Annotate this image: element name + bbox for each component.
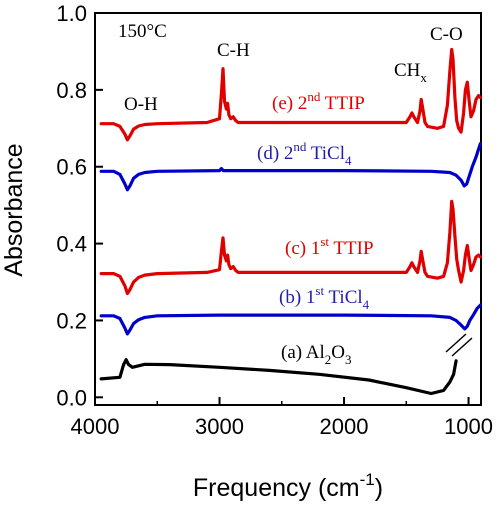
co-peak-label: C-O bbox=[430, 24, 463, 45]
series-label-d: (d) 2nd TiCl4 bbox=[257, 139, 352, 168]
x-tick-label: 3000 bbox=[195, 414, 244, 439]
x-tick-label: 2000 bbox=[320, 414, 369, 439]
x-axis-title: Frequency (cm-1) bbox=[193, 470, 383, 502]
x-tick-label: 1000 bbox=[444, 414, 493, 439]
oh-peak-label: O-H bbox=[124, 94, 158, 115]
temperature-label: 150°C bbox=[118, 21, 167, 42]
y-tick-label: 0.2 bbox=[56, 308, 87, 333]
series-label-c: (c) 1st TTIP bbox=[285, 234, 374, 259]
ch-peak-label: C-H bbox=[217, 40, 250, 61]
y-axis-title: Absorbance bbox=[0, 143, 28, 276]
chx-peak-label: CHx bbox=[394, 60, 427, 85]
x-tick-label: 4000 bbox=[71, 414, 120, 439]
series-line-d bbox=[99, 142, 482, 192]
axis-ticks: 0.0 0.2 0.4 0.6 0.8 1.0 4000 3000 2000 1000 bbox=[56, 1, 493, 439]
plot-frame bbox=[94, 12, 482, 406]
series-line-c bbox=[99, 199, 482, 296]
series-label-b: (b) 1st TiCl4 bbox=[279, 283, 370, 312]
series-line-b bbox=[99, 303, 482, 336]
series-label-e: (e) 2nd TTIP bbox=[272, 89, 365, 114]
series-label-a: (a) Al2O3 bbox=[281, 342, 352, 367]
axis-break-mark bbox=[445, 333, 473, 357]
series-line-a bbox=[99, 358, 458, 396]
series-layer bbox=[99, 47, 482, 396]
series-line-e bbox=[99, 47, 482, 142]
y-tick-label: 0.4 bbox=[56, 232, 87, 257]
y-tick-label: 0.8 bbox=[56, 78, 87, 103]
y-tick-label: 0.0 bbox=[56, 385, 87, 410]
y-tick-label: 1.0 bbox=[56, 1, 87, 26]
y-tick-label: 0.6 bbox=[56, 155, 87, 180]
